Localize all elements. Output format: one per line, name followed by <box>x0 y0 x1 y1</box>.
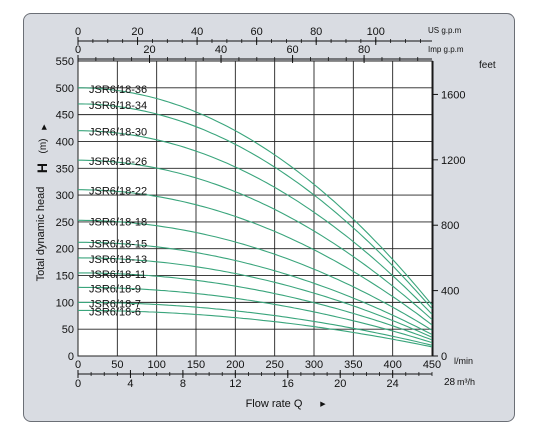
curve-line <box>78 103 433 310</box>
series-label: JSR6/18-9 <box>89 283 141 295</box>
x-tick-label: 400 <box>383 359 401 371</box>
imp-gpm-tick-label: 40 <box>215 44 227 56</box>
y-axis-label: Total dynamic head <box>35 187 47 282</box>
x-tick-label: 300 <box>305 359 323 371</box>
series-label: JSR6/18-26 <box>89 156 147 168</box>
curve-line <box>78 159 433 320</box>
series-label: JSR6/18-34 <box>89 100 147 112</box>
m3h-unit: m³/h <box>457 377 475 387</box>
series-label: JSR6/18-18 <box>89 216 147 228</box>
curve-line <box>78 241 433 335</box>
y-axis-arrow-icon: ▶ <box>41 124 48 130</box>
feet-tick-label: 400 <box>441 286 459 298</box>
us-gpm-tick-label: 0 <box>75 26 81 38</box>
x-tick-label: 350 <box>344 359 362 371</box>
series-label: JSR6/18-11 <box>89 269 146 281</box>
curve-line <box>78 87 433 306</box>
x-axis-label: Flow rate Q <box>246 398 303 410</box>
curve-line <box>78 219 433 331</box>
y-tick-label: 300 <box>56 190 74 202</box>
us-gpm-tick-label: 20 <box>131 26 143 38</box>
curve-line <box>77 286 433 344</box>
y-tick-label: 250 <box>56 217 74 229</box>
y-tick-label: 150 <box>56 271 74 283</box>
y-axis-unit: (m) <box>38 139 49 154</box>
y-axis-symbol: H <box>34 163 50 173</box>
x-axis-arrow-icon: ▶ <box>320 401 326 408</box>
lmin-unit: l/min <box>454 356 473 366</box>
series-label: JSR6/18-7 <box>89 298 141 310</box>
chart-card: 0 50 100 150 200 250 300 350 400 450 500 550 0 50 100 1… <box>23 13 515 422</box>
feet-unit: feet <box>479 60 496 71</box>
us-gpm-tick-label: 80 <box>310 26 322 38</box>
m3h-tick-label: 0 <box>75 378 81 390</box>
series-label: JSR6/18-22 <box>89 186 147 198</box>
curve-line <box>78 130 433 315</box>
x-tick-label: 0 <box>75 359 81 371</box>
m3h-tick-label: 12 <box>229 378 241 390</box>
feet-tick-label: 1600 <box>441 89 465 101</box>
series-label: JSR6/18-15 <box>89 238 147 250</box>
m3h-tick-label: 8 <box>180 378 186 390</box>
us-gpm-tick-label: 40 <box>191 26 203 38</box>
curve-line <box>78 301 433 346</box>
imp-gpm-tick-label: 80 <box>358 44 370 56</box>
imp-gpm-tick-label: 60 <box>286 44 298 56</box>
series-label: JSR6/18-30 <box>89 127 147 139</box>
y-tick-label: 0 <box>68 351 74 363</box>
y-tick-label: 350 <box>56 163 74 175</box>
m3h-tick-label: 24 <box>387 378 399 390</box>
series-labels: JSR6/18-36 JSR6/18-34 JSR6/18-30 JSR6/18-26… <box>89 84 147 319</box>
x-tick-label: 450 <box>423 359 441 371</box>
performance-curves <box>77 87 433 348</box>
x-tick-label: 250 <box>265 359 283 371</box>
curve-line <box>78 309 433 348</box>
y-tick-label: 550 <box>56 56 74 68</box>
m3h-end-label: 28 <box>444 377 456 388</box>
series-label: JSR6/18-6 <box>89 306 141 318</box>
x-tick-label: 150 <box>187 359 205 371</box>
feet-tick-label: 800 <box>441 220 459 232</box>
x-tick-label: 200 <box>226 359 244 371</box>
feet-tick-label: 0 <box>441 351 447 363</box>
imp-gpm-tick-label: 20 <box>143 44 155 56</box>
series-label: JSR6/18-13 <box>89 254 147 266</box>
feet-tick-label: 1200 <box>441 155 465 167</box>
imp-gpm-unit: Imp g.p.m <box>428 45 464 54</box>
y-tick-label: 100 <box>56 297 74 309</box>
y-tick-label: 50 <box>62 324 74 336</box>
us-gpm-tick-label: 100 <box>367 26 385 38</box>
imp-gpm-tick-label: 0 <box>75 44 81 56</box>
curve-line <box>78 189 433 326</box>
curve-line <box>77 257 433 338</box>
m3h-tick-label: 20 <box>334 378 346 390</box>
y-tick-label: 500 <box>56 83 74 95</box>
us-gpm-unit: US g.p.m <box>428 26 462 35</box>
m3h-tick-label: 4 <box>127 378 133 390</box>
us-gpm-tick-label: 60 <box>251 26 263 38</box>
series-label: JSR6/18-36 <box>89 84 147 96</box>
x-tick-label: 50 <box>111 359 123 371</box>
m3h-tick-label: 16 <box>282 378 294 390</box>
y-tick-label: 450 <box>56 110 74 122</box>
y-tick-label: 400 <box>56 136 74 148</box>
y-tick-label: 200 <box>56 244 74 256</box>
x-tick-label: 100 <box>147 359 165 371</box>
curve-line <box>78 272 433 341</box>
